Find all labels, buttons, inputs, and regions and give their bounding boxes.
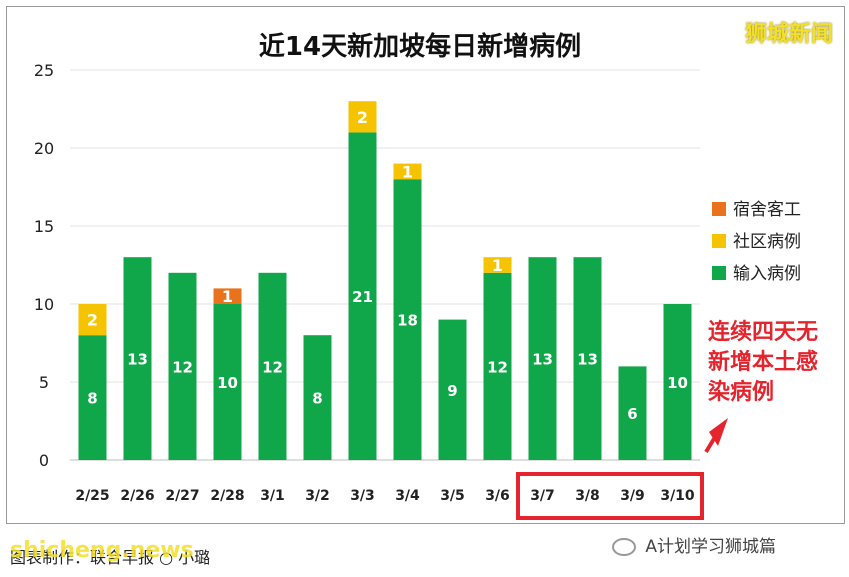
bar-value-label: 13 bbox=[577, 351, 598, 369]
bar-segment bbox=[393, 163, 422, 180]
bar-value-label: 12 bbox=[262, 358, 283, 376]
annotation-note: 连续四天无新增本土感染病例 bbox=[708, 320, 819, 405]
x-tick-label: 3/4 bbox=[395, 488, 420, 504]
y-tick-label: 20 bbox=[34, 139, 54, 158]
legend-label: 社区病例 bbox=[733, 232, 801, 252]
bar-segment bbox=[483, 257, 512, 273]
x-tick-label: 2/28 bbox=[210, 488, 244, 504]
bar-segment bbox=[213, 288, 242, 304]
bar-value-label: 9 bbox=[447, 382, 457, 400]
x-tick-label: 3/7 bbox=[530, 488, 555, 504]
bar-segment bbox=[438, 319, 467, 460]
legend-swatch bbox=[712, 202, 726, 216]
bar-segment bbox=[528, 257, 557, 460]
y-tick-label: 25 bbox=[34, 61, 54, 80]
gridlines bbox=[70, 69, 700, 461]
x-tick-label: 2/27 bbox=[165, 488, 199, 504]
x-tick-label: 3/8 bbox=[575, 488, 600, 504]
bar-value-label: 21 bbox=[352, 288, 373, 306]
bar-segment bbox=[573, 257, 602, 460]
bar-segment bbox=[303, 335, 332, 460]
x-tick-label: 3/6 bbox=[485, 488, 510, 504]
bar-segment bbox=[123, 257, 152, 460]
legend-swatch bbox=[712, 266, 726, 280]
bar-value-label: 8 bbox=[312, 390, 322, 408]
bar-value-label: 1 bbox=[222, 287, 233, 306]
bar-segment bbox=[483, 272, 512, 460]
x-tick-label: 3/1 bbox=[260, 488, 285, 504]
x-tick-label: 3/2 bbox=[305, 488, 330, 504]
highlight-box bbox=[516, 472, 704, 520]
y-axis: 0 5 10 15 20 25 bbox=[34, 61, 54, 470]
y-tick-label: 10 bbox=[34, 295, 54, 314]
legend-swatch bbox=[712, 234, 726, 248]
bar-value-label: 18 bbox=[397, 312, 418, 330]
x-tick-label: 3/9 bbox=[620, 488, 645, 504]
wechat-icon bbox=[612, 538, 636, 556]
y-tick-label: 0 bbox=[39, 451, 49, 470]
bar-segment bbox=[78, 335, 107, 460]
x-tick-label: 2/26 bbox=[120, 488, 154, 504]
bar-segment bbox=[78, 304, 107, 336]
bar-value-label: 10 bbox=[217, 374, 238, 392]
x-tick-label: 3/10 bbox=[660, 488, 695, 504]
bar-value-label: 6 bbox=[627, 405, 637, 423]
chart-title: 近14天新加坡每日新增病例 bbox=[259, 31, 581, 62]
bar-segment bbox=[213, 304, 242, 460]
wechat-source: A计划学习狮城篇 bbox=[612, 532, 776, 557]
bar-segment bbox=[258, 272, 287, 460]
bar-value-label: 8 bbox=[87, 390, 97, 408]
bar-value-label: 13 bbox=[532, 351, 553, 369]
credit-watermark: shicheng.news bbox=[10, 538, 194, 563]
bar-value-label: 10 bbox=[667, 374, 688, 392]
bar-segment bbox=[348, 101, 377, 133]
bar-value-label: 1 bbox=[492, 256, 503, 275]
x-axis: 2/25 2/26 2/27 2/28 3/1 3/2 3/3 3/4 3/5 3/6 3/7 3/8… bbox=[75, 488, 695, 504]
bar-segment bbox=[393, 179, 422, 460]
legend-label: 宿舍客工 bbox=[733, 200, 801, 220]
credit-label: 图表制作：联合早报 ○ 小璐 bbox=[10, 548, 211, 567]
x-tick-label: 3/5 bbox=[440, 488, 465, 504]
x-tick-label: 2/25 bbox=[75, 488, 109, 504]
y-tick-label: 15 bbox=[34, 217, 54, 236]
legend-label: 输入病例 bbox=[733, 264, 801, 284]
bar-value-label: 2 bbox=[87, 311, 98, 330]
arrow-icon bbox=[704, 418, 728, 454]
bar-value-label: 12 bbox=[487, 358, 508, 376]
bar-value-label: 2 bbox=[357, 108, 368, 127]
bar-value-label: 1 bbox=[402, 162, 413, 181]
wechat-label: A计划学习狮城篇 bbox=[645, 537, 777, 557]
bar-value-label: 12 bbox=[172, 358, 193, 376]
bar-segment bbox=[618, 366, 647, 460]
bar-segment bbox=[168, 272, 197, 460]
corner-tag: 狮城新闻 bbox=[744, 22, 833, 47]
bar-segment bbox=[663, 304, 692, 460]
y-tick-label: 5 bbox=[39, 373, 49, 392]
bar-value-label: 13 bbox=[127, 351, 148, 369]
x-tick-label: 3/3 bbox=[350, 488, 375, 504]
credit-text: 图表制作：联合早报 ○ 小璐 shicheng.news bbox=[10, 538, 211, 568]
bar-segment bbox=[348, 132, 377, 460]
